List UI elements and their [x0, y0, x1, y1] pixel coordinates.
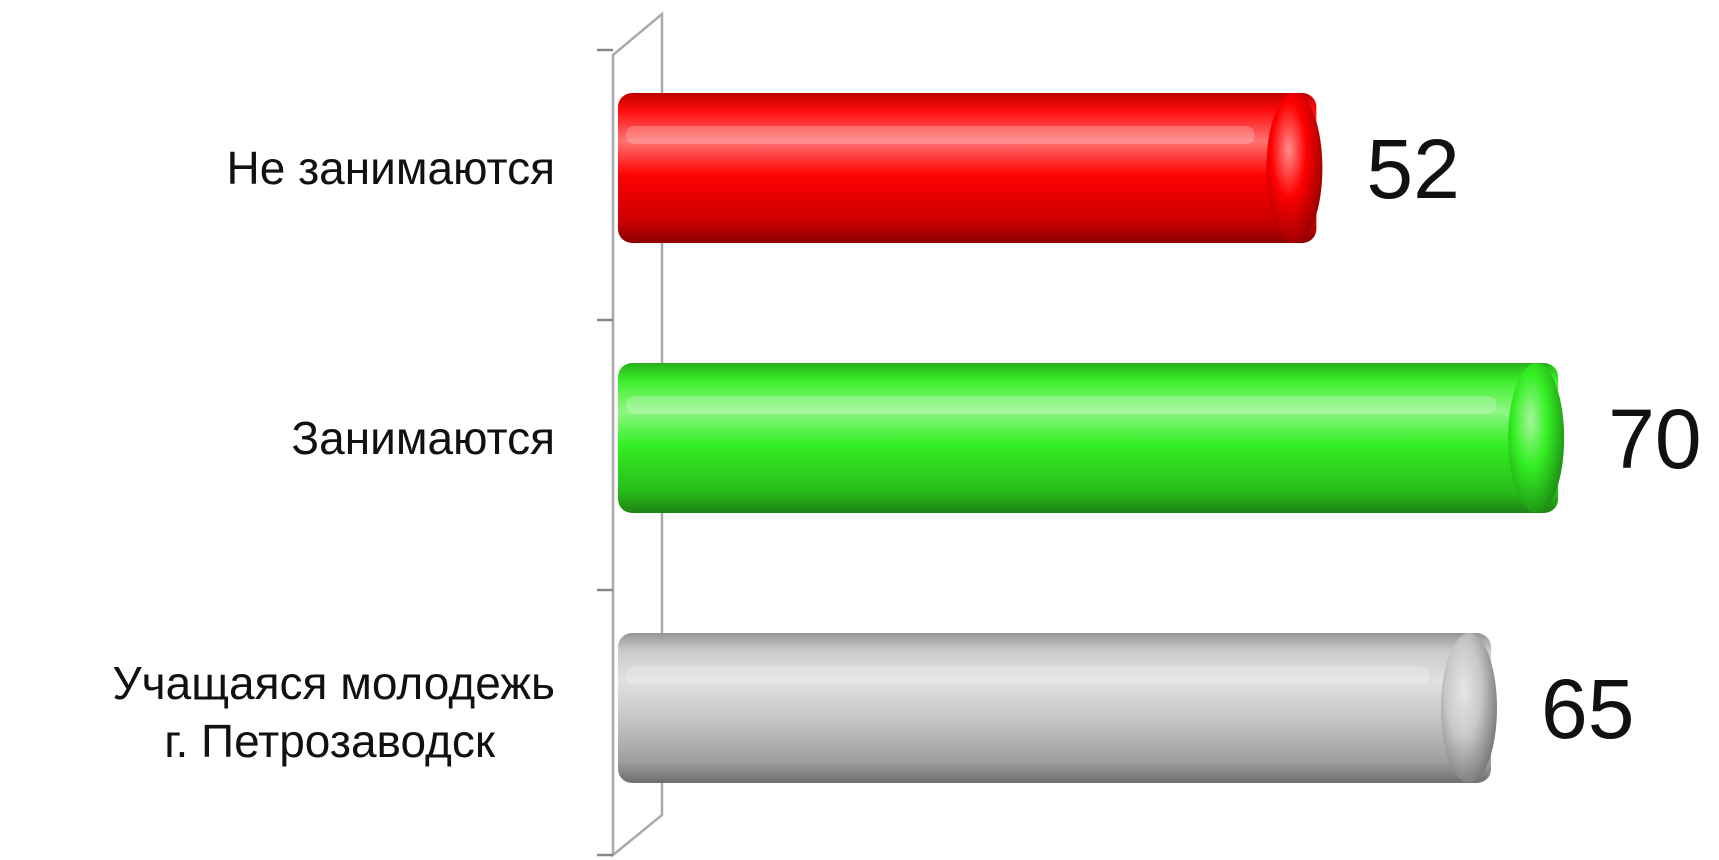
data-label: 70	[1608, 392, 1701, 486]
bar-body	[618, 633, 1491, 783]
bar	[618, 93, 1323, 243]
bar-body	[618, 93, 1317, 243]
bars	[618, 93, 1565, 783]
category-label: Не занимаются	[226, 142, 555, 194]
data-label: 65	[1541, 662, 1634, 756]
bar-highlight	[626, 396, 1497, 414]
category-label-line: Не занимаются	[226, 142, 555, 194]
bar-body	[618, 363, 1559, 513]
category-label: Занимаются	[291, 412, 555, 464]
data-label: 52	[1366, 122, 1459, 216]
labels: 52 Не занимаются 70 Занимаются 65 Учащаяся мо…	[112, 122, 1701, 767]
category-label: Учащаяся молодежь г. Петрозаводск	[112, 657, 555, 767]
bar-end-cap	[1440, 633, 1497, 783]
bar	[618, 633, 1497, 783]
bar-highlight	[626, 126, 1255, 144]
bar	[618, 363, 1565, 513]
bar-highlight	[626, 666, 1429, 684]
bar-end-cap	[1266, 93, 1323, 243]
category-label-line: Занимаются	[291, 412, 555, 464]
category-label-line: Учащаяся молодежь	[112, 657, 555, 709]
bar-end-cap	[1508, 363, 1565, 513]
category-label-line: г. Петрозаводск	[164, 715, 496, 767]
